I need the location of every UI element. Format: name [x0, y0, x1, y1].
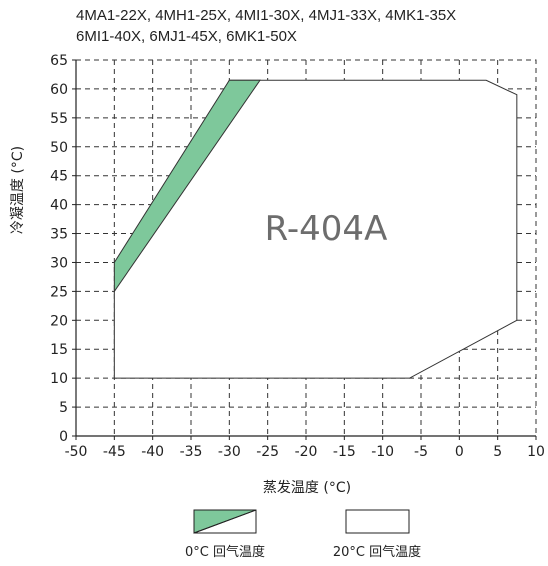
x-tick-label-5: -25 — [256, 444, 279, 460]
x-tick-label-10: 0 — [455, 444, 464, 460]
y-tick-label-11: 55 — [50, 111, 68, 127]
y-tick-label-0: 0 — [59, 429, 68, 445]
axes — [72, 59, 537, 440]
x-tick-label-3: -35 — [180, 444, 203, 460]
x-tick-label-4: -30 — [218, 444, 241, 460]
x-tick-label-12: 10 — [527, 444, 545, 460]
x-axis-label: 蒸发温度 (°C) — [263, 480, 351, 496]
y-axis-label: 冷凝温度 (°C) — [10, 146, 26, 234]
y-tick-label-5: 25 — [50, 284, 68, 300]
legend-item-0c: 0°C 回气温度 — [185, 509, 265, 560]
envelope-areas — [113, 79, 518, 379]
y-tick-label-6: 30 — [50, 255, 68, 271]
y-tick-label-2: 10 — [50, 371, 68, 387]
y-tick-label-4: 20 — [50, 313, 68, 329]
x-tick-label-8: -10 — [371, 444, 394, 460]
x-tick-label-11: 5 — [493, 444, 502, 460]
y-tick-label-12: 60 — [50, 82, 68, 98]
y-tick-label-1: 5 — [59, 400, 68, 416]
y-tick-label-8: 40 — [50, 198, 68, 214]
y-tick-label-10: 50 — [50, 140, 68, 156]
x-tick-label-9: -5 — [414, 444, 428, 460]
x-tick-label-7: -15 — [333, 444, 356, 460]
x-tick-label-1: -45 — [103, 444, 126, 460]
series-area-1 — [113, 79, 261, 293]
y-tick-labels: 0 5 10 15 20 25 30 35 40 45 50 55 60 65 — [50, 53, 68, 445]
legend-label-20c: 20°C 回气温度 — [333, 544, 421, 560]
x-tick-label-0: -50 — [65, 444, 88, 460]
y-tick-label-13: 65 — [50, 53, 68, 69]
y-tick-label-9: 45 — [50, 169, 68, 185]
legend-item-20c: 20°C 回气温度 — [333, 509, 421, 560]
x-tick-label-6: -20 — [295, 444, 318, 460]
legend-swatch-20c — [345, 509, 410, 534]
chart-title-line-2: 6MI1-40X, 6MJ1-45X, 6MK1-50X — [76, 28, 297, 45]
legend-label-0c: 0°C 回气温度 — [185, 544, 265, 560]
x-tick-labels: -50 -45 -40 -35 -30 -25 -20 -15 -10 -5 0 5 10 — [65, 444, 545, 460]
y-tick-label-7: 35 — [50, 227, 68, 243]
x-tick-label-2: -40 — [141, 444, 164, 460]
refrigerant-annotation: R-404A — [265, 209, 388, 249]
chart-title-line-1: 4MA1-22X, 4MH1-25X, 4MI1-30X, 4MJ1-33X, … — [76, 7, 457, 24]
y-tick-label-3: 15 — [50, 342, 68, 358]
legend: 0°C 回气温度 20°C 回气温度 — [185, 509, 421, 560]
